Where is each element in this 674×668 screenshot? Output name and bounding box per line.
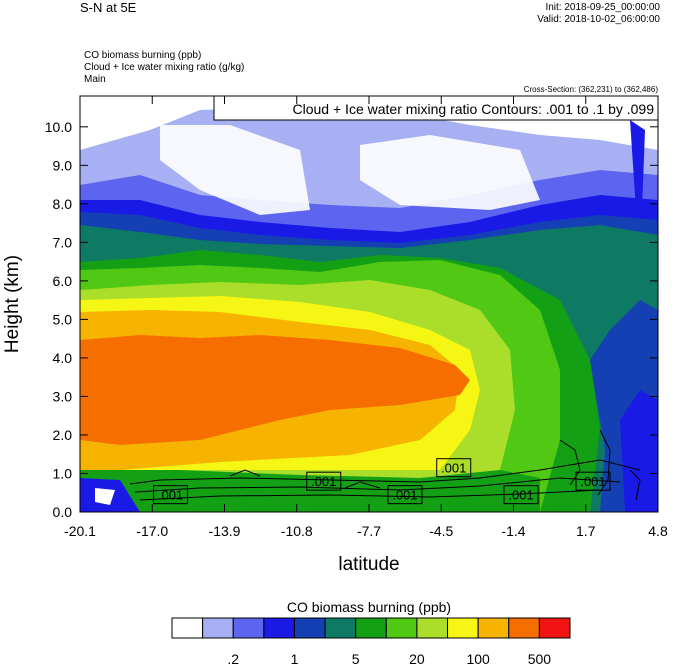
- y-tick-label: 2.0: [53, 427, 73, 443]
- contour-label: .001: [392, 488, 417, 503]
- x-tick-label: -10.8: [281, 523, 313, 539]
- init-time: Init: 2018-09-25_00:00:00: [545, 2, 660, 13]
- colorbar-swatch: [447, 617, 479, 639]
- colorbar-swatch: [293, 617, 326, 639]
- contour-label: .001: [441, 461, 466, 476]
- figure-title: S-N at 5E: [80, 0, 137, 15]
- contour-label-box: [575, 471, 611, 491]
- x-tick-label: -20.1: [64, 523, 96, 539]
- colorbar: .2 1 5 20 100 500: [171, 617, 571, 667]
- axis-ticks: -20.1 -17.0 -13.9 -10.8 -7.7 -4.5 -1.4 1.7 4.8 0.…: [45, 96, 668, 539]
- y-tick-label: 5.0: [53, 311, 73, 327]
- x-tick-label: -7.7: [357, 523, 381, 539]
- x-tick-label: -4.5: [429, 523, 453, 539]
- y-tick-label: 0.0: [53, 504, 73, 520]
- y-tick-label: 6.0: [53, 273, 73, 289]
- x-tick-label: -13.9: [209, 523, 241, 539]
- y-tick-label: 3.0: [53, 388, 73, 404]
- cross-section-label: Cross-Section: (362,231) to (362,486): [524, 85, 659, 94]
- y-axis-label: Height (km): [2, 255, 23, 353]
- colorbar-label: 500: [528, 651, 552, 667]
- x-axis-label: latitude: [338, 554, 399, 575]
- colorbar-swatch: [355, 617, 387, 639]
- colorbar-swatch: [202, 617, 234, 639]
- y-tick-label: 10.0: [45, 119, 72, 135]
- field-label-main: Main: [84, 74, 106, 85]
- colorbar-label: 100: [466, 651, 490, 667]
- field-label-co: CO biomass burning (ppb): [84, 50, 201, 61]
- heatmap-field: [80, 96, 658, 512]
- colorbar-swatch: [385, 617, 418, 639]
- contour-label: .001: [580, 474, 605, 489]
- contour-label-box: [436, 458, 472, 478]
- colorbar-swatch: [477, 617, 510, 639]
- colorbar-label: 1: [291, 651, 299, 667]
- x-tick-label: 4.8: [648, 523, 668, 539]
- contour-label-box: [503, 485, 539, 505]
- contour-label: .001: [311, 474, 336, 489]
- y-tick-label: 1.0: [53, 465, 73, 481]
- y-tick-label: 9.0: [53, 157, 73, 173]
- y-tick-label: 7.0: [53, 234, 73, 250]
- contour-info-text: Cloud + Ice water mixing ratio Contours:…: [293, 101, 655, 117]
- contour-label-box: [153, 485, 189, 505]
- field-label-cloud: Cloud + Ice water mixing ratio (g/kg): [84, 62, 244, 73]
- x-tick-label: -1.4: [501, 523, 525, 539]
- contour-info-box: [213, 95, 659, 121]
- contour-label-box: [387, 485, 423, 505]
- colorbar-label: 5: [352, 651, 360, 667]
- colorbar-swatch: [508, 617, 540, 639]
- y-tick-label: 8.0: [53, 196, 73, 212]
- x-tick-label: 1.7: [576, 523, 596, 539]
- contour-labels: .001 .001 .001 .001 .001 .001: [153, 458, 611, 505]
- colorbar-label: 20: [409, 651, 425, 667]
- colorbar-swatch: [324, 617, 357, 639]
- colorbar-title: CO biomass burning (ppb): [287, 599, 451, 615]
- y-tick-label: 4.0: [53, 350, 73, 366]
- colorbar-swatch: [171, 617, 204, 639]
- contour-label: .001: [158, 488, 183, 503]
- colorbar-swatch: [416, 617, 449, 639]
- contour-label: .001: [508, 488, 533, 503]
- valid-time: Valid: 2018-10-02_06:00:00: [537, 14, 660, 25]
- contour-label-box: [306, 471, 342, 491]
- colorbar-swatch: [538, 617, 571, 639]
- colorbar-swatch: [232, 617, 265, 639]
- colorbar-label: .2: [227, 651, 239, 667]
- colorbar-swatch: [263, 617, 295, 639]
- x-tick-label: -17.0: [136, 523, 168, 539]
